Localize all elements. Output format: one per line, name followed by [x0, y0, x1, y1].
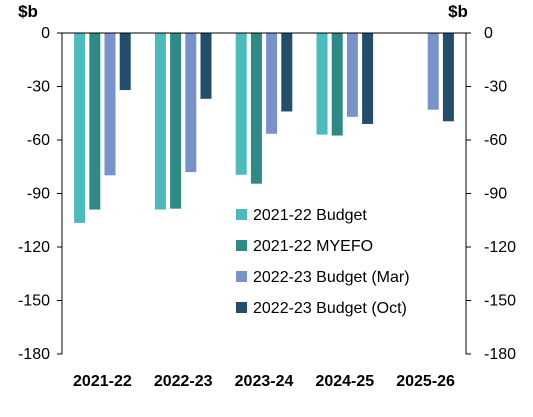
legend-swatch	[236, 209, 247, 220]
x-category-label: 2022-23	[154, 373, 213, 390]
x-category-labels: 2021-22 2022-23 2023-24 2024-25 2025-26	[73, 373, 455, 390]
y-tick-label-left: 0	[41, 25, 50, 42]
bar	[235, 33, 247, 175]
bar	[89, 33, 101, 210]
legend-swatch	[236, 302, 247, 313]
x-category-label: 2025-26	[396, 373, 455, 390]
legend-label: 2021-22 Budget	[253, 207, 367, 224]
y-tick-label-left: -120	[18, 239, 50, 256]
bar	[104, 33, 116, 176]
y-tick-label-right: -180	[484, 346, 516, 363]
legend-label: 2022-23 Budget (Oct)	[253, 300, 407, 317]
bar	[154, 33, 166, 210]
bar	[250, 33, 262, 184]
y-tick-label-left: -150	[18, 293, 50, 310]
legend-swatch	[236, 240, 247, 251]
bar	[362, 33, 374, 124]
bar	[170, 33, 182, 209]
y-ticks-right: 0 -30 -60 -90 -120 -150 -180	[466, 25, 516, 363]
bar	[346, 33, 358, 117]
bar	[427, 33, 439, 110]
x-category-label: 2023-24	[235, 373, 294, 390]
y-axis-unit-right: $b	[448, 2, 468, 21]
x-category-label: 2024-25	[315, 373, 374, 390]
bar	[281, 33, 293, 112]
bar	[200, 33, 212, 99]
y-tick-label-left: -90	[27, 186, 50, 203]
bar	[442, 33, 454, 122]
y-tick-label-right: -60	[484, 132, 507, 149]
y-tick-label-left: -180	[18, 346, 50, 363]
legend: 2021-22 Budget 2021-22 MYEFO 2022-23 Budge…	[236, 207, 410, 317]
y-tick-label-right: -30	[484, 79, 507, 96]
bar	[331, 33, 343, 136]
y-axis-unit-left: $b	[18, 2, 38, 21]
bars-layer	[74, 33, 454, 223]
y-ticks-left: 0 -30 -60 -90 -120 -150 -180	[18, 25, 62, 363]
bar	[119, 33, 131, 91]
bar	[74, 33, 86, 223]
y-tick-label-right: -120	[484, 239, 516, 256]
legend-label: 2021-22 MYEFO	[253, 238, 373, 255]
y-tick-label-left: -60	[27, 132, 50, 149]
y-tick-label-right: -90	[484, 186, 507, 203]
y-tick-label-right: -150	[484, 293, 516, 310]
legend-swatch	[236, 271, 247, 282]
x-category-label: 2021-22	[73, 373, 132, 390]
legend-label: 2022-23 Budget (Mar)	[253, 269, 410, 286]
bar	[316, 33, 328, 135]
bar	[185, 33, 197, 173]
bar	[266, 33, 278, 134]
y-tick-label-left: -30	[27, 79, 50, 96]
y-tick-label-right: 0	[484, 25, 493, 42]
